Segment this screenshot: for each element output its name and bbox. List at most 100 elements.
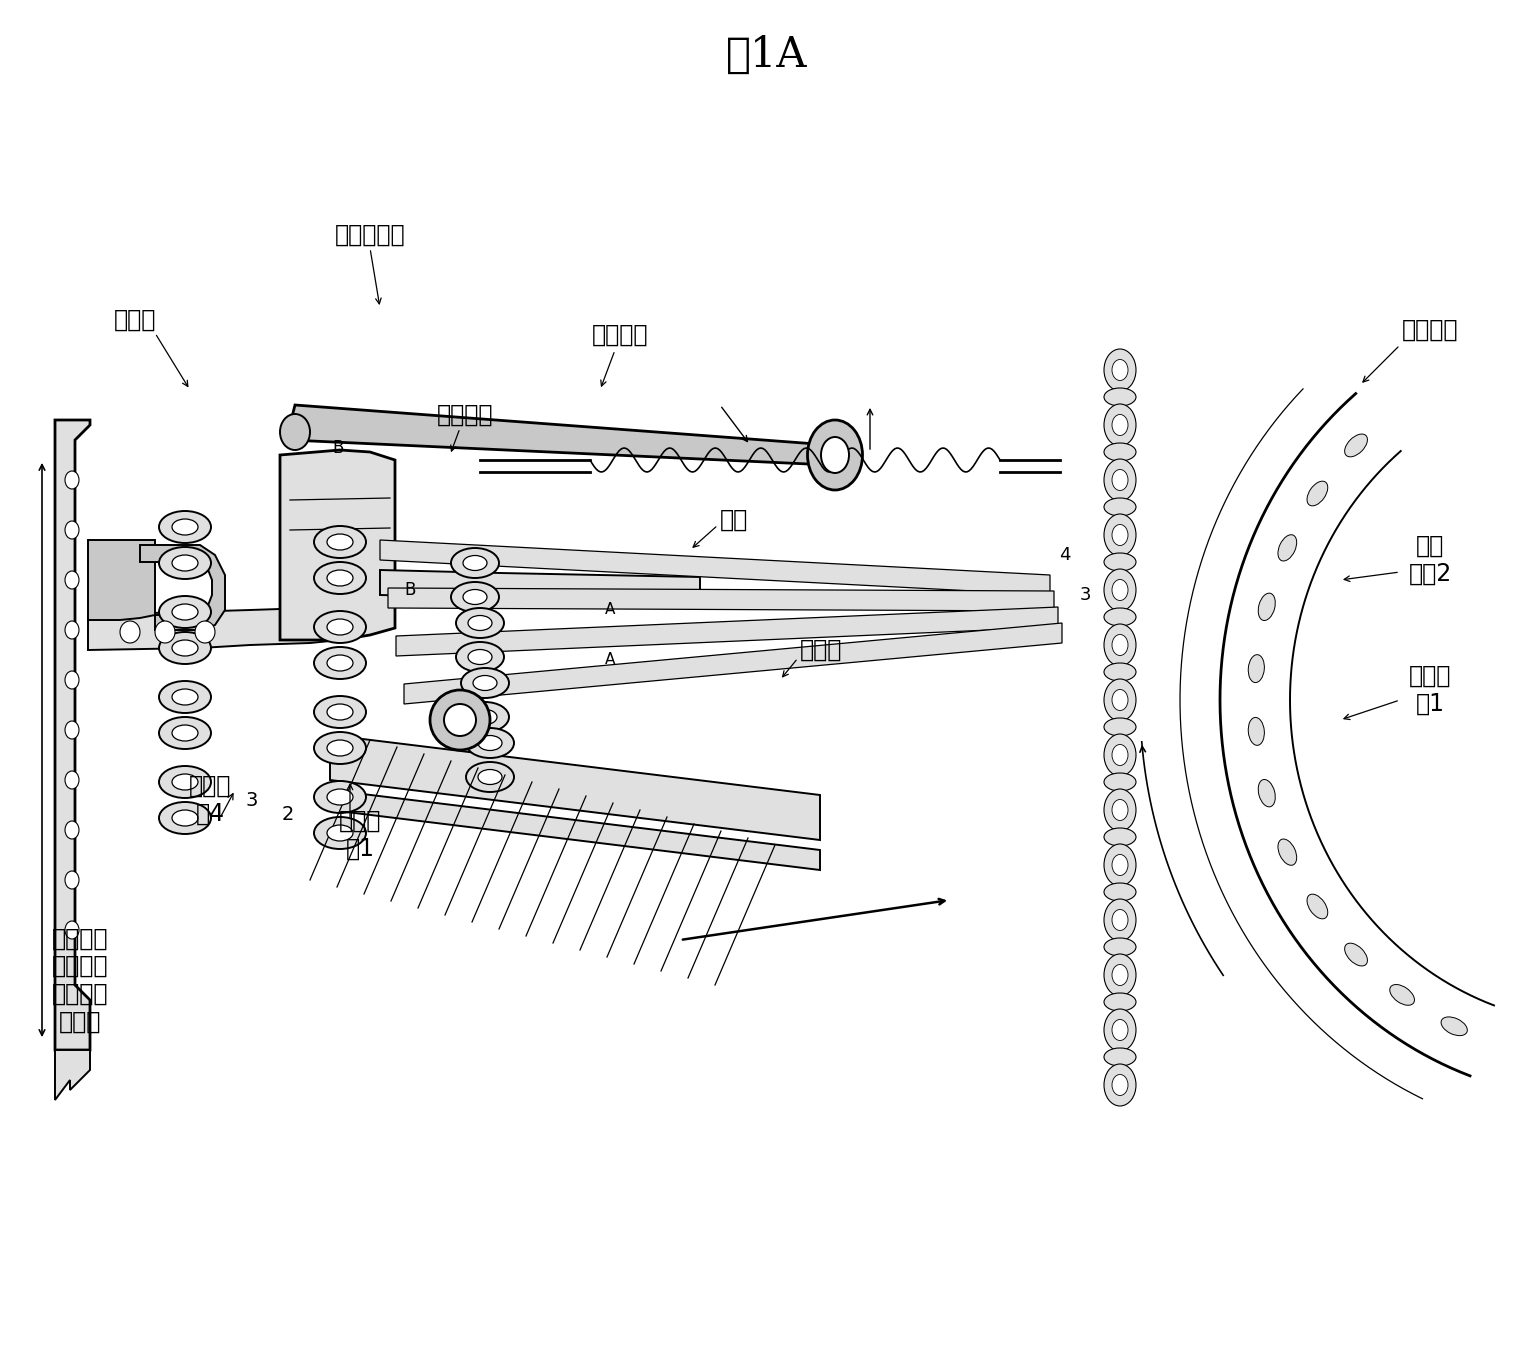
Text: 图1A: 图1A	[725, 34, 808, 76]
Ellipse shape	[281, 414, 310, 449]
Ellipse shape	[327, 618, 353, 635]
Ellipse shape	[1104, 680, 1136, 720]
Ellipse shape	[1104, 1047, 1136, 1066]
Text: B: B	[333, 439, 343, 458]
Ellipse shape	[1104, 993, 1136, 1011]
Ellipse shape	[461, 667, 509, 697]
Ellipse shape	[327, 534, 353, 550]
Text: 梳栉臂: 梳栉臂	[113, 308, 156, 332]
Text: 滑动梳
栉4: 滑动梳 栉4	[189, 774, 231, 825]
Ellipse shape	[1248, 655, 1265, 682]
Ellipse shape	[1259, 592, 1275, 621]
Ellipse shape	[1104, 1064, 1136, 1106]
Ellipse shape	[64, 621, 80, 639]
Ellipse shape	[1104, 569, 1136, 612]
Ellipse shape	[64, 872, 80, 889]
Ellipse shape	[314, 526, 366, 558]
Text: 梳栉支架: 梳栉支架	[437, 403, 494, 428]
Polygon shape	[330, 735, 820, 840]
Ellipse shape	[1104, 844, 1136, 887]
Ellipse shape	[64, 771, 80, 789]
Ellipse shape	[468, 616, 492, 631]
Polygon shape	[140, 545, 225, 631]
Ellipse shape	[1104, 388, 1136, 406]
Ellipse shape	[1279, 839, 1297, 865]
Ellipse shape	[455, 642, 504, 671]
Polygon shape	[281, 449, 396, 640]
Ellipse shape	[463, 590, 487, 605]
Text: A: A	[606, 652, 615, 667]
Polygon shape	[405, 622, 1062, 704]
Text: A: A	[606, 602, 615, 617]
Text: 滑动梳
栉1: 滑动梳 栉1	[339, 809, 382, 861]
Ellipse shape	[1104, 498, 1136, 516]
Ellipse shape	[478, 770, 501, 785]
Ellipse shape	[327, 789, 353, 805]
Ellipse shape	[1104, 443, 1136, 460]
Ellipse shape	[1104, 607, 1136, 627]
Text: 花纹滚筒: 花纹滚筒	[1401, 317, 1458, 342]
Ellipse shape	[64, 671, 80, 689]
Ellipse shape	[466, 729, 514, 759]
Ellipse shape	[159, 632, 212, 665]
Ellipse shape	[1441, 1017, 1467, 1035]
Ellipse shape	[1111, 910, 1128, 930]
Ellipse shape	[64, 471, 80, 489]
Ellipse shape	[451, 548, 500, 577]
Text: 推杆: 推杆	[721, 508, 748, 533]
Ellipse shape	[455, 607, 504, 637]
Ellipse shape	[1308, 481, 1328, 505]
Ellipse shape	[172, 689, 198, 706]
Ellipse shape	[172, 554, 198, 571]
Ellipse shape	[159, 802, 212, 834]
Ellipse shape	[314, 612, 366, 643]
Ellipse shape	[1111, 689, 1128, 711]
Ellipse shape	[1104, 1009, 1136, 1051]
Ellipse shape	[1104, 663, 1136, 681]
Ellipse shape	[159, 681, 212, 712]
Ellipse shape	[1259, 779, 1275, 806]
Ellipse shape	[327, 655, 353, 671]
Ellipse shape	[120, 621, 140, 643]
Ellipse shape	[159, 511, 212, 543]
Ellipse shape	[1111, 635, 1128, 655]
Ellipse shape	[64, 522, 80, 539]
Ellipse shape	[64, 821, 80, 839]
Text: 前梳栉: 前梳栉	[800, 637, 842, 662]
Ellipse shape	[172, 519, 198, 535]
Ellipse shape	[468, 650, 492, 665]
Ellipse shape	[1344, 434, 1367, 456]
Ellipse shape	[445, 704, 477, 735]
Ellipse shape	[1111, 360, 1128, 380]
Ellipse shape	[172, 640, 198, 656]
Ellipse shape	[478, 735, 501, 750]
Ellipse shape	[1104, 883, 1136, 902]
Ellipse shape	[327, 825, 353, 840]
Polygon shape	[388, 588, 1055, 612]
Ellipse shape	[1111, 1075, 1128, 1095]
Ellipse shape	[314, 780, 366, 813]
Ellipse shape	[64, 571, 80, 588]
Ellipse shape	[1104, 899, 1136, 941]
Polygon shape	[55, 1011, 90, 1100]
Ellipse shape	[474, 710, 497, 725]
Ellipse shape	[159, 597, 212, 628]
Ellipse shape	[172, 774, 198, 790]
Ellipse shape	[1111, 854, 1128, 876]
Polygon shape	[380, 539, 1050, 595]
Polygon shape	[87, 605, 340, 650]
Ellipse shape	[159, 548, 212, 579]
Text: 从凸轮轴
而来的驱
动力，用
于摆动: 从凸轮轴 而来的驱 动力，用 于摆动	[52, 926, 109, 1034]
Ellipse shape	[1111, 799, 1128, 820]
Ellipse shape	[1104, 789, 1136, 831]
Ellipse shape	[461, 701, 509, 731]
Ellipse shape	[1111, 524, 1128, 546]
Ellipse shape	[327, 704, 353, 720]
Ellipse shape	[155, 621, 175, 643]
Ellipse shape	[1344, 943, 1367, 966]
Text: B: B	[405, 582, 415, 599]
Ellipse shape	[1308, 893, 1328, 919]
Ellipse shape	[1104, 624, 1136, 666]
Ellipse shape	[314, 696, 366, 729]
Polygon shape	[380, 571, 701, 602]
